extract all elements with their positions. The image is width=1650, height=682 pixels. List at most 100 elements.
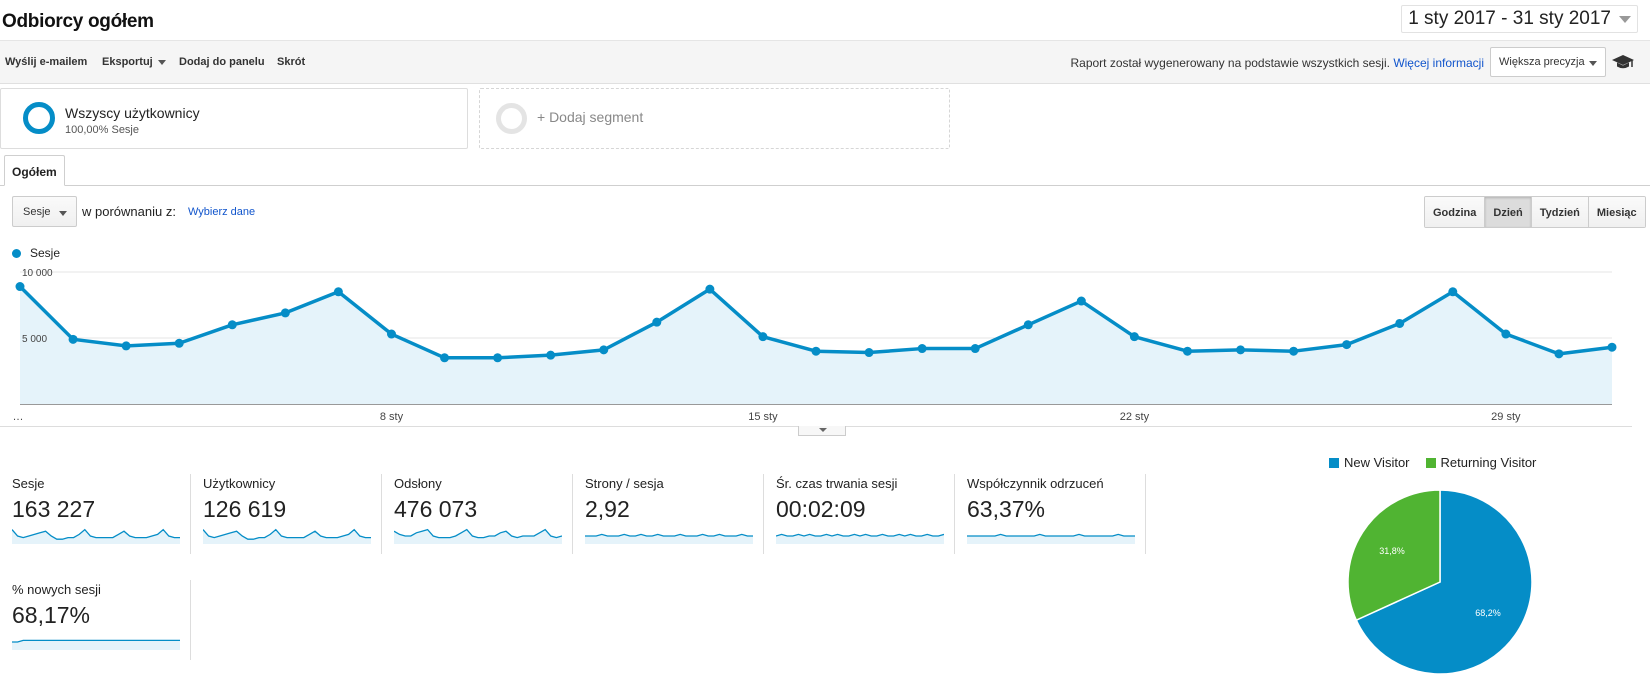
data-point[interactable] <box>386 329 396 339</box>
data-point[interactable] <box>1554 349 1564 359</box>
sparkline-line <box>203 528 371 540</box>
data-point[interactable] <box>1023 320 1033 330</box>
x-tick-label: 22 sty <box>1120 411 1150 423</box>
metric-sparkline <box>203 528 371 544</box>
more-info-link[interactable]: Więcej informacji <box>1393 56 1484 70</box>
data-point[interactable] <box>174 338 184 348</box>
sparkline-area <box>776 534 944 544</box>
sparkline-area <box>203 529 371 544</box>
data-point[interactable] <box>280 308 290 318</box>
data-point[interactable] <box>1607 342 1617 352</box>
tab-overview[interactable]: Ogółem <box>4 155 65 186</box>
data-point[interactable] <box>652 317 662 327</box>
metric-tile[interactable]: Współczynnik odrzuceń 63,37% <box>955 474 1146 554</box>
granularity-month-button[interactable]: Miesiąc <box>1587 197 1645 227</box>
data-point[interactable] <box>1076 296 1086 306</box>
metric-label: Sesje <box>12 476 45 491</box>
date-range-picker[interactable]: 1 sty 2017 - 31 sty 2017 <box>1401 5 1638 33</box>
data-point[interactable] <box>1395 318 1405 328</box>
data-point[interactable] <box>1289 346 1299 356</box>
metric-sparkline <box>12 639 180 650</box>
data-point[interactable] <box>811 346 821 356</box>
data-point[interactable] <box>917 344 927 354</box>
x-tick-label: … <box>13 411 24 423</box>
graduation-cap-icon[interactable] <box>1612 53 1634 71</box>
data-point[interactable] <box>705 284 715 294</box>
sparkline-line <box>967 533 1135 537</box>
export-button[interactable]: Eksportuj <box>102 56 166 68</box>
data-point[interactable] <box>970 344 980 354</box>
segment-share: 100,00% Sesje <box>65 124 139 136</box>
add-segment-label: + Dodaj segment <box>537 109 644 125</box>
data-point[interactable] <box>758 332 768 342</box>
tile-divider <box>190 474 191 554</box>
metric-value: 126 619 <box>203 496 287 522</box>
precision-dropdown[interactable]: Większa precyzja <box>1490 47 1606 77</box>
metric-tile[interactable]: Strony / sesja 2,92 <box>573 474 764 554</box>
granularity-day-button[interactable]: Dzień <box>1484 197 1531 227</box>
pie-legend-new[interactable]: New Visitor <box>1329 455 1410 470</box>
email-button[interactable]: Wyślij e-mailem <box>5 56 88 68</box>
chart-legend: Sesje <box>12 246 60 260</box>
data-point[interactable] <box>440 353 450 363</box>
metric-label: Odsłony <box>394 476 442 491</box>
data-point[interactable] <box>1129 332 1139 342</box>
page-title: Odbiorcy ogółem <box>2 11 154 32</box>
data-point[interactable] <box>15 282 25 292</box>
metric-value: 63,37% <box>967 496 1046 522</box>
pie-legend-returning-label: Returning Visitor <box>1440 455 1537 470</box>
returning-visitor-swatch <box>1425 457 1436 468</box>
segment-all-users[interactable]: Wszyscy użytkownicy 100,00% Sesje <box>0 88 468 149</box>
legend-series-name: Sesje <box>30 246 61 260</box>
select-data-link[interactable]: Wybierz dane <box>188 206 256 218</box>
chevron-down-icon <box>819 428 827 432</box>
data-point[interactable] <box>121 341 131 351</box>
data-point[interactable] <box>333 287 343 297</box>
data-point[interactable] <box>599 345 609 355</box>
tile-divider <box>572 474 573 554</box>
chevron-down-icon <box>1589 61 1597 66</box>
metric-selector[interactable]: Sesje <box>12 196 77 227</box>
collapse-chart-button[interactable] <box>798 426 846 436</box>
report-note: Raport został wygenerowany na podstawie … <box>1070 56 1484 70</box>
metric-tile[interactable]: Śr. czas trwania sesji 00:02:09 <box>764 474 955 554</box>
data-point[interactable] <box>546 350 556 360</box>
y-tick-label: 10 000 <box>22 268 53 279</box>
shortcut-button[interactable]: Skrót <box>277 56 306 68</box>
compare-label: w porównaniu z: <box>82 204 176 219</box>
sparkline-line <box>585 533 753 537</box>
data-point[interactable] <box>1236 345 1246 355</box>
sparkline-line <box>12 528 180 540</box>
sparkline-area <box>12 529 180 544</box>
metric-sparkline <box>585 533 753 544</box>
add-to-dashboard-button[interactable]: Dodaj do panelu <box>179 56 265 68</box>
data-point[interactable] <box>227 320 237 330</box>
pie-legend-returning[interactable]: Returning Visitor <box>1425 455 1537 470</box>
legend-dot-icon <box>12 248 21 258</box>
granularity-week-button[interactable]: Tydzień <box>1530 197 1588 227</box>
tile-divider <box>763 474 764 554</box>
metric-tile[interactable]: % nowych sesji 68,17% <box>0 580 191 660</box>
x-tick-label: 29 sty <box>1491 411 1521 423</box>
pie-slice-label: 68,2% <box>1475 608 1501 618</box>
pie-slice[interactable] <box>1355 489 1533 675</box>
data-point[interactable] <box>1182 346 1192 356</box>
data-point[interactable] <box>1501 329 1511 339</box>
data-point[interactable] <box>1342 340 1352 350</box>
visitor-type-pie-chart: 68,2% 31,8% <box>1347 489 1533 675</box>
data-point[interactable] <box>1448 287 1458 297</box>
data-point[interactable] <box>864 348 874 358</box>
data-point[interactable] <box>68 334 78 344</box>
chevron-down-icon <box>1619 15 1631 23</box>
data-point[interactable] <box>493 353 503 363</box>
pie-slice[interactable] <box>1347 489 1441 622</box>
add-segment-button[interactable]: + Dodaj segment <box>479 88 950 149</box>
metric-sparkline <box>967 533 1135 544</box>
metric-tile[interactable]: Użytkownicy 126 619 <box>191 474 382 554</box>
metric-label: Użytkownicy <box>203 476 276 491</box>
sessions-line-chart: 10 000 5 000 … 8 sty 15 sty 22 sty 29 sty <box>13 268 1617 423</box>
tile-divider <box>381 474 382 554</box>
metric-tile[interactable]: Sesje 163 227 <box>0 474 191 554</box>
granularity-hour-button[interactable]: Godzina <box>1425 197 1485 227</box>
metric-tile[interactable]: Odsłony 476 073 <box>382 474 573 554</box>
